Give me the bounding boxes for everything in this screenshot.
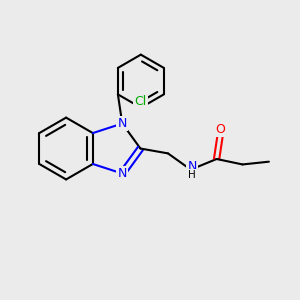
Text: N: N <box>118 167 127 180</box>
Text: O: O <box>215 123 225 136</box>
Text: Cl: Cl <box>135 95 147 108</box>
Text: N: N <box>188 160 197 173</box>
Text: N: N <box>118 117 127 130</box>
Text: H: H <box>188 170 196 180</box>
